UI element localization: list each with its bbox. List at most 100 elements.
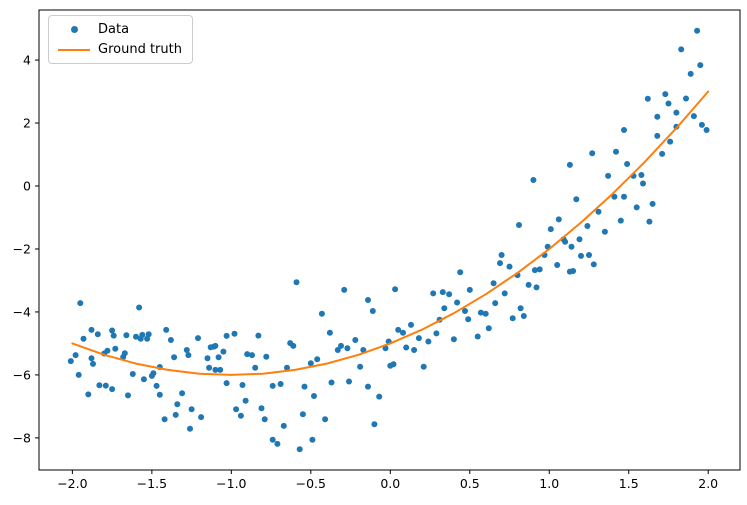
legend-handle	[58, 48, 90, 51]
data-point	[584, 223, 591, 229]
data-point	[223, 380, 230, 387]
axis-ticks	[35, 59, 709, 474]
data-point	[371, 421, 378, 428]
data-point	[498, 252, 505, 258]
data-point	[646, 218, 653, 225]
data-point	[163, 326, 170, 333]
data-point	[109, 386, 116, 393]
data-point	[244, 351, 251, 358]
data-point	[296, 446, 303, 453]
data-point	[277, 381, 284, 387]
data-point	[665, 100, 672, 107]
data-point	[441, 305, 448, 312]
data-point	[123, 332, 130, 339]
data-point	[77, 300, 84, 307]
axes-frame	[38, 9, 741, 471]
data-point	[233, 406, 240, 413]
data-point	[617, 217, 624, 224]
data-point	[269, 436, 276, 443]
data-point	[568, 243, 575, 250]
data-marker-icon	[70, 26, 78, 33]
y-tick-label: 4	[23, 53, 31, 68]
data-point	[589, 150, 596, 157]
data-point	[395, 326, 402, 333]
data-point	[198, 414, 205, 421]
data-point	[536, 266, 543, 273]
y-tick-label: −4	[13, 304, 31, 319]
legend-label-data: Data	[98, 22, 130, 37]
data-point	[344, 345, 351, 352]
data-point	[255, 332, 262, 339]
data-point	[446, 291, 453, 298]
data-point	[462, 308, 468, 314]
ground-truth-line-icon	[58, 48, 90, 51]
data-point	[269, 382, 276, 389]
y-tick-label: −6	[13, 367, 31, 382]
data-point	[411, 347, 418, 353]
data-point	[206, 364, 213, 371]
data-point	[171, 354, 178, 361]
data-point	[338, 342, 344, 349]
data-point	[662, 91, 669, 98]
data-point	[133, 333, 139, 340]
data-point	[274, 440, 281, 447]
data-point	[187, 425, 193, 432]
legend-item-data: Data	[58, 21, 182, 38]
data-point	[576, 236, 583, 243]
data-point	[667, 138, 674, 145]
data-point	[520, 313, 527, 319]
legend: Data Ground truth	[48, 15, 193, 64]
data-point	[237, 412, 244, 419]
data-point	[517, 305, 524, 312]
legend-item-ground-truth: Ground truth	[58, 41, 182, 58]
data-point	[112, 345, 119, 352]
data-point	[299, 411, 306, 418]
data-point	[566, 161, 573, 168]
data-point	[129, 371, 136, 377]
data-point	[697, 62, 704, 69]
data-point	[258, 405, 265, 412]
data-point	[687, 70, 694, 77]
data-point	[204, 355, 211, 362]
data-point	[586, 252, 592, 258]
data-point	[212, 366, 219, 373]
data-point	[148, 372, 155, 379]
data-point	[102, 382, 109, 389]
data-point	[174, 401, 181, 408]
data-point	[125, 392, 131, 399]
scatter-series	[67, 27, 710, 453]
data-point	[595, 208, 602, 215]
data-point	[153, 382, 160, 389]
data-point	[454, 299, 461, 306]
data-point	[703, 127, 710, 133]
data-point	[314, 356, 321, 363]
data-point	[570, 268, 577, 274]
data-point	[223, 332, 230, 339]
data-point	[172, 411, 179, 418]
data-point	[392, 286, 399, 293]
data-point	[217, 366, 224, 373]
data-point	[365, 383, 371, 390]
data-point	[280, 422, 287, 429]
data-point	[525, 281, 532, 288]
data-point	[605, 172, 612, 179]
data-point	[638, 172, 645, 178]
data-point	[420, 363, 427, 370]
data-point	[215, 354, 222, 361]
data-point	[465, 316, 472, 323]
data-point	[624, 161, 631, 167]
data-point	[156, 391, 163, 398]
data-point	[678, 46, 685, 53]
data-point	[334, 347, 341, 353]
data-point	[415, 335, 422, 342]
legend-handle	[58, 26, 90, 33]
data-point	[621, 127, 627, 133]
data-point	[110, 332, 117, 339]
data-point	[482, 310, 489, 317]
data-point	[195, 335, 201, 342]
data-point	[403, 344, 410, 351]
data-point	[210, 343, 217, 350]
data-point	[136, 304, 143, 311]
data-point	[301, 383, 308, 390]
